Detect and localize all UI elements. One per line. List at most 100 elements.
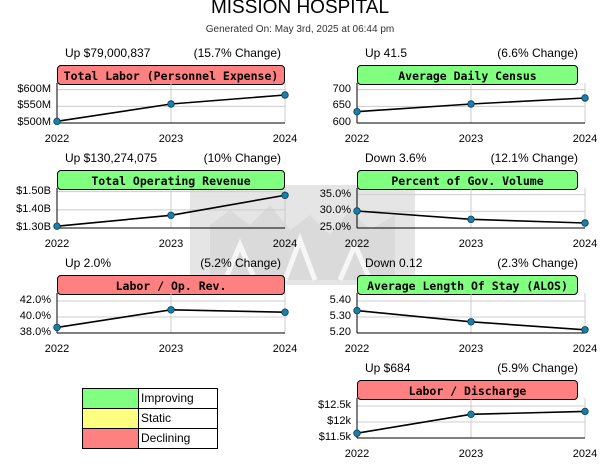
data-point <box>581 219 589 227</box>
data-point <box>167 100 175 108</box>
y-tick-label: $1.50B <box>16 184 51 197</box>
line-chart <box>53 188 289 230</box>
line-chart <box>53 83 289 126</box>
y-tick-label: $1.40B <box>16 202 51 215</box>
x-tick-label: 2024 <box>572 238 598 250</box>
x-tick-label: 2023 <box>158 133 184 145</box>
legend-swatch-static <box>83 409 139 428</box>
x-tick-label: 2023 <box>158 238 184 250</box>
y-tick-label: 30.0% <box>319 204 351 217</box>
legend-item-static: Static <box>83 409 217 429</box>
legend-label: Static <box>141 411 172 425</box>
x-tick-label: 2024 <box>272 238 298 250</box>
metric-panel: Up $130,274,075 (10% Change) Total Operati… <box>0 151 300 257</box>
x-tick-label: 2023 <box>458 133 484 145</box>
x-tick-label: 2022 <box>344 238 370 250</box>
metric-panel: Up $79,000,837 (15.7% Change) Total Labor … <box>0 46 300 152</box>
metric-panel: Up 41.5 (6.6% Change) Average Daily Census… <box>300 46 600 152</box>
chart-title: Average Daily Census <box>357 65 578 85</box>
x-tick-label: 2022 <box>44 238 70 250</box>
watermark-logo <box>190 185 415 285</box>
legend-item-improving: Improving <box>83 389 217 409</box>
data-point <box>467 100 475 108</box>
x-tick-label: 2022 <box>344 343 370 355</box>
change-value: Down 0.12 <box>365 256 423 270</box>
chart-title: Average Length Of Stay (ALOS) <box>357 275 578 295</box>
data-point <box>53 117 61 126</box>
data-point <box>581 407 589 416</box>
data-point <box>53 323 61 332</box>
x-tick-label: 2023 <box>458 343 484 355</box>
percent-change: (6.6% Change) <box>497 46 578 60</box>
percent-change: (5.2% Change) <box>200 256 281 270</box>
y-tick-label: $11.5k <box>318 431 351 443</box>
data-point <box>581 326 589 334</box>
y-tick-label: 5.20 <box>329 326 351 338</box>
legend-label: Declining <box>141 431 191 445</box>
data-point <box>353 207 361 215</box>
data-point <box>281 308 289 316</box>
percent-change: (5.9% Change) <box>497 361 578 375</box>
x-tick-label: 2023 <box>458 448 484 460</box>
data-point <box>353 306 361 315</box>
chart-title: Percent of Gov. Volume <box>357 170 578 190</box>
x-tick-label: 2024 <box>272 133 298 145</box>
y-tick-label: 40.0% <box>19 310 51 322</box>
change-value: Up $79,000,837 <box>65 46 151 60</box>
data-point <box>53 222 61 230</box>
x-tick-label: 2022 <box>44 133 70 145</box>
change-value: Up 41.5 <box>365 46 408 60</box>
data-point <box>581 94 589 102</box>
legend-item-declining: Declining <box>83 429 217 448</box>
legend-swatch-declining <box>83 429 139 448</box>
x-tick-label: 2023 <box>458 238 484 250</box>
y-tick-label: 600 <box>332 116 351 128</box>
line-chart <box>353 188 589 229</box>
y-tick-label: 650 <box>332 99 351 112</box>
x-tick-label: 2024 <box>572 343 598 355</box>
x-tick-label: 2024 <box>572 133 598 145</box>
data-point <box>281 191 289 199</box>
line-chart <box>353 293 589 334</box>
metric-panel: Up $684 (5.9% Change) Labor / Discharge $12… <box>300 361 600 467</box>
x-tick-label: 2023 <box>158 343 184 355</box>
metric-panel: Down 3.6% (12.1% Change) Percent of Gov. V… <box>300 151 600 257</box>
metric-panel: Up 2.0% (5.2% Change) Labor / Op. Rev. 42.0… <box>0 256 300 362</box>
y-tick-label: 25.0% <box>319 221 351 233</box>
x-tick-label: 2024 <box>572 448 598 460</box>
legend-swatch-improving <box>83 389 139 408</box>
percent-change: (15.7% Change) <box>193 46 281 60</box>
metric-panel: Down 0.12 (2.3% Change) Average Length Of … <box>300 256 600 362</box>
y-tick-label: $600M <box>17 82 51 95</box>
percent-change: (10% Change) <box>203 151 281 165</box>
x-tick-label: 2022 <box>44 343 70 355</box>
y-tick-label: $12.5k <box>317 399 351 411</box>
data-point <box>467 318 475 326</box>
line-chart <box>53 293 289 334</box>
chart-title: Labor / Op. Rev. <box>57 275 285 295</box>
data-point <box>167 306 175 314</box>
y-tick-label: $1.30B <box>16 221 51 233</box>
y-tick-label: 35.0% <box>319 187 351 200</box>
y-tick-label: 42.0% <box>19 294 51 306</box>
y-tick-label: $12k <box>327 415 351 427</box>
data-point <box>353 107 361 116</box>
legend: Improving Static Declining <box>82 388 218 449</box>
x-tick-label: 2022 <box>344 133 370 145</box>
legend-label: Improving <box>141 391 194 405</box>
y-tick-label: 38.0% <box>19 326 51 338</box>
change-value: Up $684 <box>365 361 411 375</box>
y-tick-label: $550M <box>17 99 51 112</box>
y-tick-label: $500M <box>17 116 51 128</box>
y-tick-label: 700 <box>332 82 351 95</box>
percent-change: (12.1% Change) <box>490 151 578 165</box>
data-point <box>353 429 361 437</box>
data-point <box>167 211 175 219</box>
y-tick-label: 5.40 <box>329 294 351 306</box>
change-value: Up 2.0% <box>65 256 112 270</box>
percent-change: (2.3% Change) <box>497 256 578 270</box>
x-tick-label: 2024 <box>272 343 298 355</box>
data-point <box>467 215 475 224</box>
change-value: Down 3.6% <box>365 151 427 165</box>
generated-timestamp: Generated On: May 3rd, 2025 at 06:44 pm <box>205 24 395 35</box>
